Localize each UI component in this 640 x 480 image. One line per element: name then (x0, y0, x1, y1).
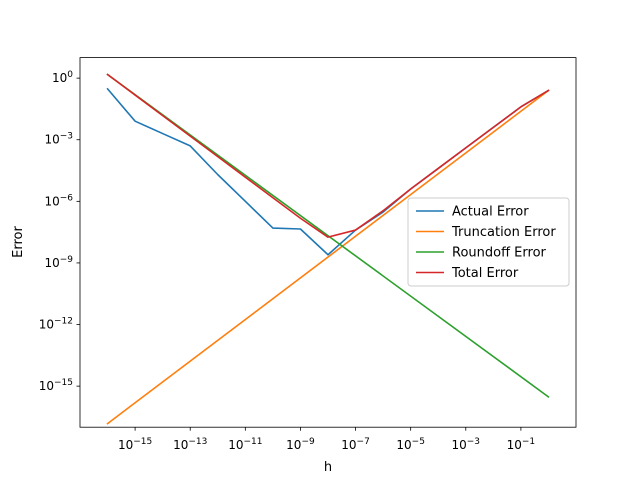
legend-entry-label: Actual Error (452, 205, 529, 220)
legend-entry-label: Truncation Error (451, 225, 556, 240)
series-line-truncation-error (106, 89, 550, 425)
legend: Actual Error Truncation Error Roundoff Err… (407, 197, 570, 287)
y-tick-label: 10−12 (39, 317, 73, 332)
x-tick-label: 10−1 (507, 437, 536, 452)
x-tick-label: 10−15 (118, 437, 152, 452)
y-tick-label: 10−3 (44, 132, 73, 147)
y-tick-label: 100 (52, 70, 73, 85)
plot-lines (106, 73, 550, 425)
plot-area-frame (79, 57, 577, 428)
x-axis-label: h (324, 460, 332, 475)
series-line-total-error (106, 73, 550, 238)
x-tick-label: 10−3 (451, 437, 480, 452)
legend-box (407, 197, 570, 287)
x-tick-label: 10−13 (173, 437, 207, 452)
y-tick-label: 10−9 (44, 255, 73, 270)
x-tick-label: 10−7 (341, 437, 370, 452)
x-tick-label: 10−5 (396, 437, 425, 452)
y-tick-label: 10−15 (39, 378, 73, 393)
x-tick-label: 10−11 (228, 437, 262, 452)
legend-entry-label: Roundoff Error (452, 246, 547, 261)
y-axis-ticks: 100 10−3 10−6 10−9 10−12 10−15 (39, 70, 80, 393)
x-tick-label: 10−9 (286, 437, 315, 452)
x-axis-ticks: 10−15 10−13 10−11 10−9 10−7 10−5 10−3 10−1 (118, 427, 535, 452)
y-axis-label: Error (11, 226, 26, 258)
y-tick-label: 10−6 (44, 193, 73, 208)
series-line-roundoff-error (106, 73, 550, 398)
legend-entry-label: Total Error (451, 266, 519, 281)
